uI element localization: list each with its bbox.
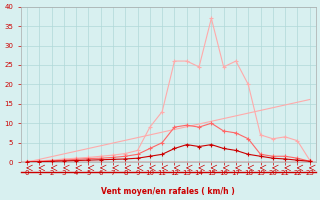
X-axis label: Vent moyen/en rafales ( km/h ): Vent moyen/en rafales ( km/h ) [101, 187, 235, 196]
